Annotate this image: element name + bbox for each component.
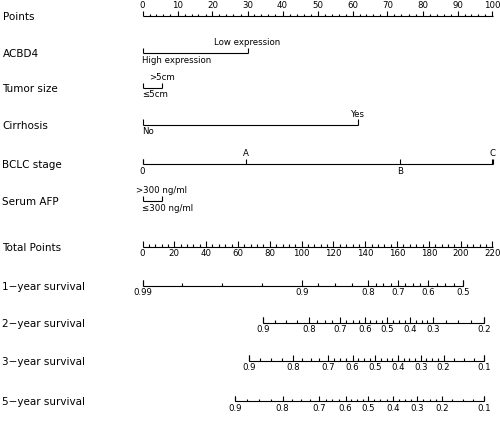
- Text: BCLC stage: BCLC stage: [2, 160, 62, 170]
- Text: 2−year survival: 2−year survival: [2, 319, 86, 328]
- Text: 0: 0: [140, 166, 145, 175]
- Text: 80: 80: [264, 249, 276, 258]
- Text: Serum AFP: Serum AFP: [2, 197, 59, 207]
- Text: 0.8: 0.8: [362, 288, 375, 297]
- Text: 180: 180: [420, 249, 437, 258]
- Text: 20: 20: [169, 249, 180, 258]
- Text: 0.99: 0.99: [133, 288, 152, 297]
- Text: 0.7: 0.7: [391, 288, 405, 297]
- Text: No: No: [142, 127, 154, 136]
- Text: 0.1: 0.1: [477, 403, 490, 412]
- Text: 70: 70: [382, 1, 393, 10]
- Text: 0.5: 0.5: [368, 362, 382, 372]
- Text: 80: 80: [417, 1, 428, 10]
- Text: 0.2: 0.2: [435, 403, 448, 412]
- Text: 0.3: 0.3: [414, 362, 428, 372]
- Text: 0.7: 0.7: [321, 362, 335, 372]
- Text: 100: 100: [484, 1, 500, 10]
- Text: 1−year survival: 1−year survival: [2, 282, 86, 291]
- Text: 0.9: 0.9: [228, 403, 242, 412]
- Text: 60: 60: [347, 1, 358, 10]
- Text: Yes: Yes: [351, 110, 365, 119]
- Text: 0.7: 0.7: [312, 403, 326, 412]
- Text: 0.9: 0.9: [256, 325, 270, 334]
- Text: 50: 50: [312, 1, 323, 10]
- Text: High expression: High expression: [142, 56, 212, 65]
- Text: 40: 40: [277, 1, 288, 10]
- Text: 90: 90: [452, 1, 463, 10]
- Text: 200: 200: [452, 249, 469, 258]
- Text: 0.9: 0.9: [242, 362, 256, 372]
- Text: B: B: [396, 166, 402, 175]
- Text: >5cm: >5cm: [149, 73, 174, 82]
- Text: 0: 0: [140, 249, 145, 258]
- Text: 0.3: 0.3: [410, 403, 424, 412]
- Text: 0.6: 0.6: [358, 325, 372, 334]
- Text: 0.4: 0.4: [391, 362, 405, 372]
- Text: 100: 100: [294, 249, 310, 258]
- Text: 0.8: 0.8: [286, 362, 300, 372]
- Text: 3−year survival: 3−year survival: [2, 356, 86, 366]
- Text: Tumor size: Tumor size: [2, 84, 58, 94]
- Text: 160: 160: [389, 249, 406, 258]
- Text: 0.5: 0.5: [362, 403, 375, 412]
- Text: C: C: [490, 149, 496, 158]
- Text: 0.8: 0.8: [302, 325, 316, 334]
- Text: 0.5: 0.5: [456, 288, 469, 297]
- Text: 40: 40: [200, 249, 211, 258]
- Text: Total Points: Total Points: [2, 243, 62, 252]
- Text: 0.6: 0.6: [346, 362, 360, 372]
- Text: >300 ng/ml: >300 ng/ml: [136, 186, 187, 195]
- Text: 0.4: 0.4: [386, 403, 400, 412]
- Text: 60: 60: [232, 249, 243, 258]
- Text: 140: 140: [357, 249, 374, 258]
- Text: 0.2: 0.2: [477, 325, 490, 334]
- Text: 0.2: 0.2: [436, 362, 450, 372]
- Text: 0.5: 0.5: [380, 325, 394, 334]
- Text: 0.8: 0.8: [276, 403, 289, 412]
- Text: 5−year survival: 5−year survival: [2, 397, 86, 406]
- Text: 20: 20: [207, 1, 218, 10]
- Text: 0.7: 0.7: [334, 325, 347, 334]
- Text: 0.4: 0.4: [404, 325, 417, 334]
- Text: 0.6: 0.6: [338, 403, 352, 412]
- Text: Points: Points: [2, 13, 34, 22]
- Text: 0.6: 0.6: [421, 288, 434, 297]
- Text: 220: 220: [484, 249, 500, 258]
- Text: Cirrhosis: Cirrhosis: [2, 121, 48, 131]
- Text: 0.1: 0.1: [477, 362, 490, 372]
- Text: Low expression: Low expression: [214, 38, 280, 47]
- Text: 10: 10: [172, 1, 183, 10]
- Text: 30: 30: [242, 1, 253, 10]
- Text: ≤5cm: ≤5cm: [142, 90, 169, 99]
- Text: 0: 0: [140, 1, 145, 10]
- Text: A: A: [243, 149, 248, 158]
- Text: ACBD4: ACBD4: [2, 49, 38, 59]
- Text: 120: 120: [325, 249, 342, 258]
- Text: ≤300 ng/ml: ≤300 ng/ml: [142, 203, 194, 212]
- Text: 0.3: 0.3: [426, 325, 440, 334]
- Text: 0.9: 0.9: [295, 288, 308, 297]
